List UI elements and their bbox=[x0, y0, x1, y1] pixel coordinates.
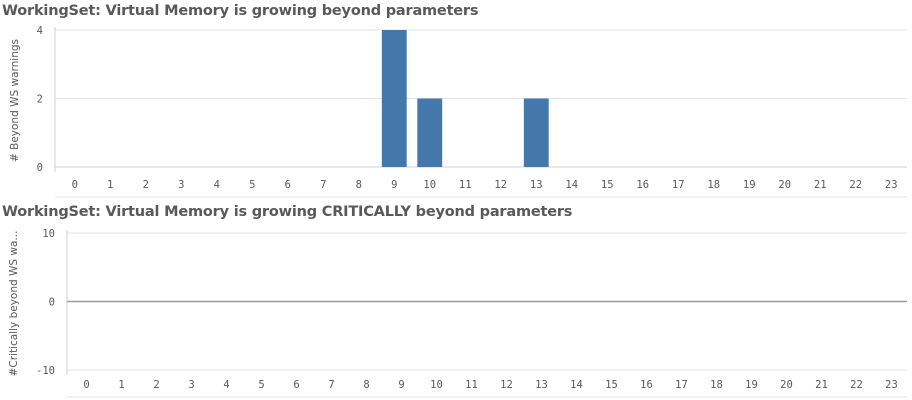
x-tick-label: 7 bbox=[328, 379, 334, 391]
bar bbox=[523, 98, 549, 167]
y-tick-label: 2 bbox=[37, 94, 43, 106]
x-tick-label: 21 bbox=[815, 379, 828, 391]
x-tick-label: 19 bbox=[745, 379, 758, 391]
y-tick-label: 0 bbox=[37, 162, 43, 174]
x-tick-label: 18 bbox=[710, 379, 723, 391]
x-tick-label: 0 bbox=[72, 179, 78, 191]
x-tick-label: 8 bbox=[363, 379, 369, 391]
x-tick-label: 12 bbox=[494, 179, 507, 191]
x-tick-label: 4 bbox=[223, 379, 229, 391]
x-tick-label: 16 bbox=[640, 379, 653, 391]
x-tick-label: 16 bbox=[636, 179, 649, 191]
chart-title: WorkingSet: Virtual Memory is growing be… bbox=[2, 3, 479, 19]
x-tick-label: 10 bbox=[430, 379, 443, 391]
x-tick-label: 15 bbox=[601, 179, 614, 191]
x-tick-label: 22 bbox=[850, 379, 863, 391]
x-tick-label: 19 bbox=[743, 179, 756, 191]
x-tick-label: 10 bbox=[423, 179, 436, 191]
x-tick-label: 17 bbox=[675, 379, 688, 391]
x-tick-label: 3 bbox=[188, 379, 194, 391]
x-tick-label: 0 bbox=[83, 379, 89, 391]
y-tick-label: 10 bbox=[42, 228, 55, 240]
x-tick-label: 13 bbox=[530, 179, 543, 191]
x-tick-label: 21 bbox=[814, 179, 827, 191]
x-tick-label: 9 bbox=[398, 379, 404, 391]
x-tick-label: 11 bbox=[459, 179, 472, 191]
x-tick-label: 2 bbox=[143, 179, 149, 191]
x-tick-label: 9 bbox=[391, 179, 397, 191]
x-tick-label: 20 bbox=[780, 379, 793, 391]
x-tick-label: 18 bbox=[707, 179, 720, 191]
x-tick-label: 11 bbox=[465, 379, 478, 391]
y-tick-label: 0 bbox=[49, 297, 55, 309]
x-tick-label: 8 bbox=[356, 179, 362, 191]
x-tick-label: 7 bbox=[320, 179, 326, 191]
x-tick-label: 2 bbox=[153, 379, 159, 391]
bar bbox=[381, 30, 407, 167]
chart-panel-beyond: WorkingSet: Virtual Memory is growing be… bbox=[2, 3, 907, 198]
x-tick-label: 17 bbox=[672, 179, 685, 191]
x-tick-label: 4 bbox=[214, 179, 220, 191]
x-tick-label: 6 bbox=[285, 179, 291, 191]
x-tick-label: 13 bbox=[535, 379, 548, 391]
chart-title: WorkingSet: Virtual Memory is growing CR… bbox=[2, 204, 573, 220]
x-tick-label: 1 bbox=[118, 379, 124, 391]
y-axis-title: # Beyond WS warnings bbox=[9, 39, 21, 162]
chart-panel-critical: WorkingSet: Virtual Memory is growing CR… bbox=[0, 200, 912, 400]
x-tick-label: 15 bbox=[605, 379, 618, 391]
x-tick-label: 23 bbox=[885, 179, 898, 191]
x-tick-label: 12 bbox=[500, 379, 513, 391]
x-tick-label: 22 bbox=[849, 179, 862, 191]
x-tick-label: 5 bbox=[249, 179, 255, 191]
y-tick-label: -10 bbox=[36, 365, 55, 377]
bar bbox=[417, 98, 443, 167]
x-tick-label: 5 bbox=[258, 379, 264, 391]
y-tick-label: 4 bbox=[37, 25, 43, 37]
x-tick-label: 20 bbox=[778, 179, 791, 191]
x-tick-label: 23 bbox=[885, 379, 898, 391]
x-tick-label: 6 bbox=[293, 379, 299, 391]
x-tick-label: 3 bbox=[178, 179, 184, 191]
y-axis-title: #Critically beyond WS wa... bbox=[8, 231, 20, 377]
x-tick-label: 14 bbox=[570, 379, 583, 391]
x-tick-label: 14 bbox=[565, 179, 578, 191]
x-tick-label: 1 bbox=[107, 179, 113, 191]
